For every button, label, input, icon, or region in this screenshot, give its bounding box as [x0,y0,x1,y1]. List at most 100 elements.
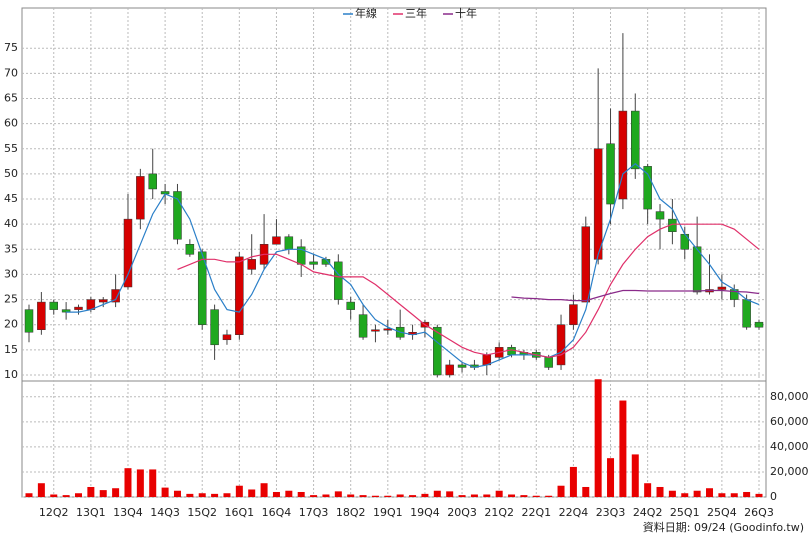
x-tick-label: 25Q1 [670,506,700,519]
x-tick-label: 23Q3 [596,506,626,519]
x-tick-label: 17Q3 [299,506,329,519]
candle-body [284,236,294,250]
legend-label: 年線 [355,6,377,20]
candle-body [98,299,108,303]
candle-body [309,261,318,265]
y2-tick-label: 20,000 [770,465,808,478]
candle-body [334,261,343,300]
candle-body [742,299,751,328]
volume-bar [99,490,107,497]
x-tick-label: 12Q2 [39,506,69,519]
y-tick-label: 55 [4,142,18,155]
y-tick-label: 65 [4,91,18,104]
volume-bar [545,495,553,497]
volume-bar [594,379,602,497]
candle-body [123,218,133,288]
candle-body [457,364,467,368]
y2-tick-label: 40,000 [770,440,808,453]
volume-bar [582,486,590,497]
candle-body [111,289,120,303]
x-tick-label: 13Q1 [76,506,106,519]
candle-body [346,301,355,310]
candle-body [358,314,368,338]
candle-body [692,246,702,293]
candle-body [445,364,454,376]
volume-bar [87,486,95,497]
volume-bar [532,495,540,497]
x-tick-label: 20Q3 [447,506,477,519]
candle-body [618,110,628,200]
volume-bar [235,485,243,497]
volume-bar [384,495,392,497]
x-tick-label: 21Q2 [484,506,514,519]
y2-tick-label: 0 [770,490,777,503]
candle-body [24,309,34,333]
volume-bar [198,493,206,497]
candle-body [235,256,244,336]
volume-bar [520,495,528,497]
volume-bar [557,485,565,497]
volume-bar [508,494,516,497]
volume-bar [607,458,615,497]
legend-label: 三年 [405,6,427,20]
y-tick-label: 20 [4,318,18,331]
x-tick-label: 15Q2 [187,506,217,519]
volume-bar [248,489,256,497]
volume-bar [322,494,330,497]
candle-body [544,357,553,368]
ma-line [177,223,760,359]
volume-bar [161,487,169,497]
volume-bar [656,486,664,497]
volume-bar [136,469,144,497]
volume-bar [446,491,454,497]
candle-body [556,324,566,366]
volume-bar [74,493,82,497]
candle-body [371,329,380,332]
volume-bar [396,494,404,497]
volume-bar [433,490,441,497]
x-tick-label: 19Q1 [373,506,403,519]
candle-body [185,244,195,255]
y-tick-label: 50 [4,167,18,180]
y2-tick-label: 80,000 [770,390,808,403]
volume-bar [272,491,280,497]
candle-body [197,251,207,325]
candle-body [136,176,145,220]
candle-body [74,306,83,310]
volume-bar [644,483,652,497]
volume-bar [681,493,689,497]
volume-bar [62,495,70,497]
candle-body [433,326,442,376]
volume-bar [223,493,231,497]
candle-body [383,328,393,331]
footer: 資料日期: 09/24 (Goodinfo.tw) [643,520,804,534]
volume-bar [619,400,627,497]
volume-bar [173,490,181,497]
volume-bar [458,495,466,497]
volume-bar [211,493,219,497]
x-tick-label: 14Q3 [150,506,180,519]
volume-bar [495,490,503,497]
volume-bar [668,490,676,497]
y-tick-label: 75 [4,41,18,54]
legend-label: 十年 [455,6,477,20]
volume-bar [285,490,293,497]
candle-body [593,148,603,260]
candle-body [631,110,640,170]
volume-bar [730,493,738,497]
y-tick-label: 45 [4,192,18,205]
volume-bar [297,491,305,497]
y-tick-label: 60 [4,117,18,130]
volume-bar [334,491,342,497]
y2-tick-label: 60,000 [770,415,808,428]
y-tick-label: 70 [4,66,18,79]
candle-body [606,143,615,205]
y-tick-label: 40 [4,217,18,230]
volume-bar [186,493,194,497]
volume-bar [25,493,33,497]
volume-bar [470,494,478,497]
volume-bar [149,469,157,497]
ma-line [511,289,760,302]
x-tick-label: 19Q4 [410,506,440,519]
x-tick-label: 22Q4 [559,506,589,519]
